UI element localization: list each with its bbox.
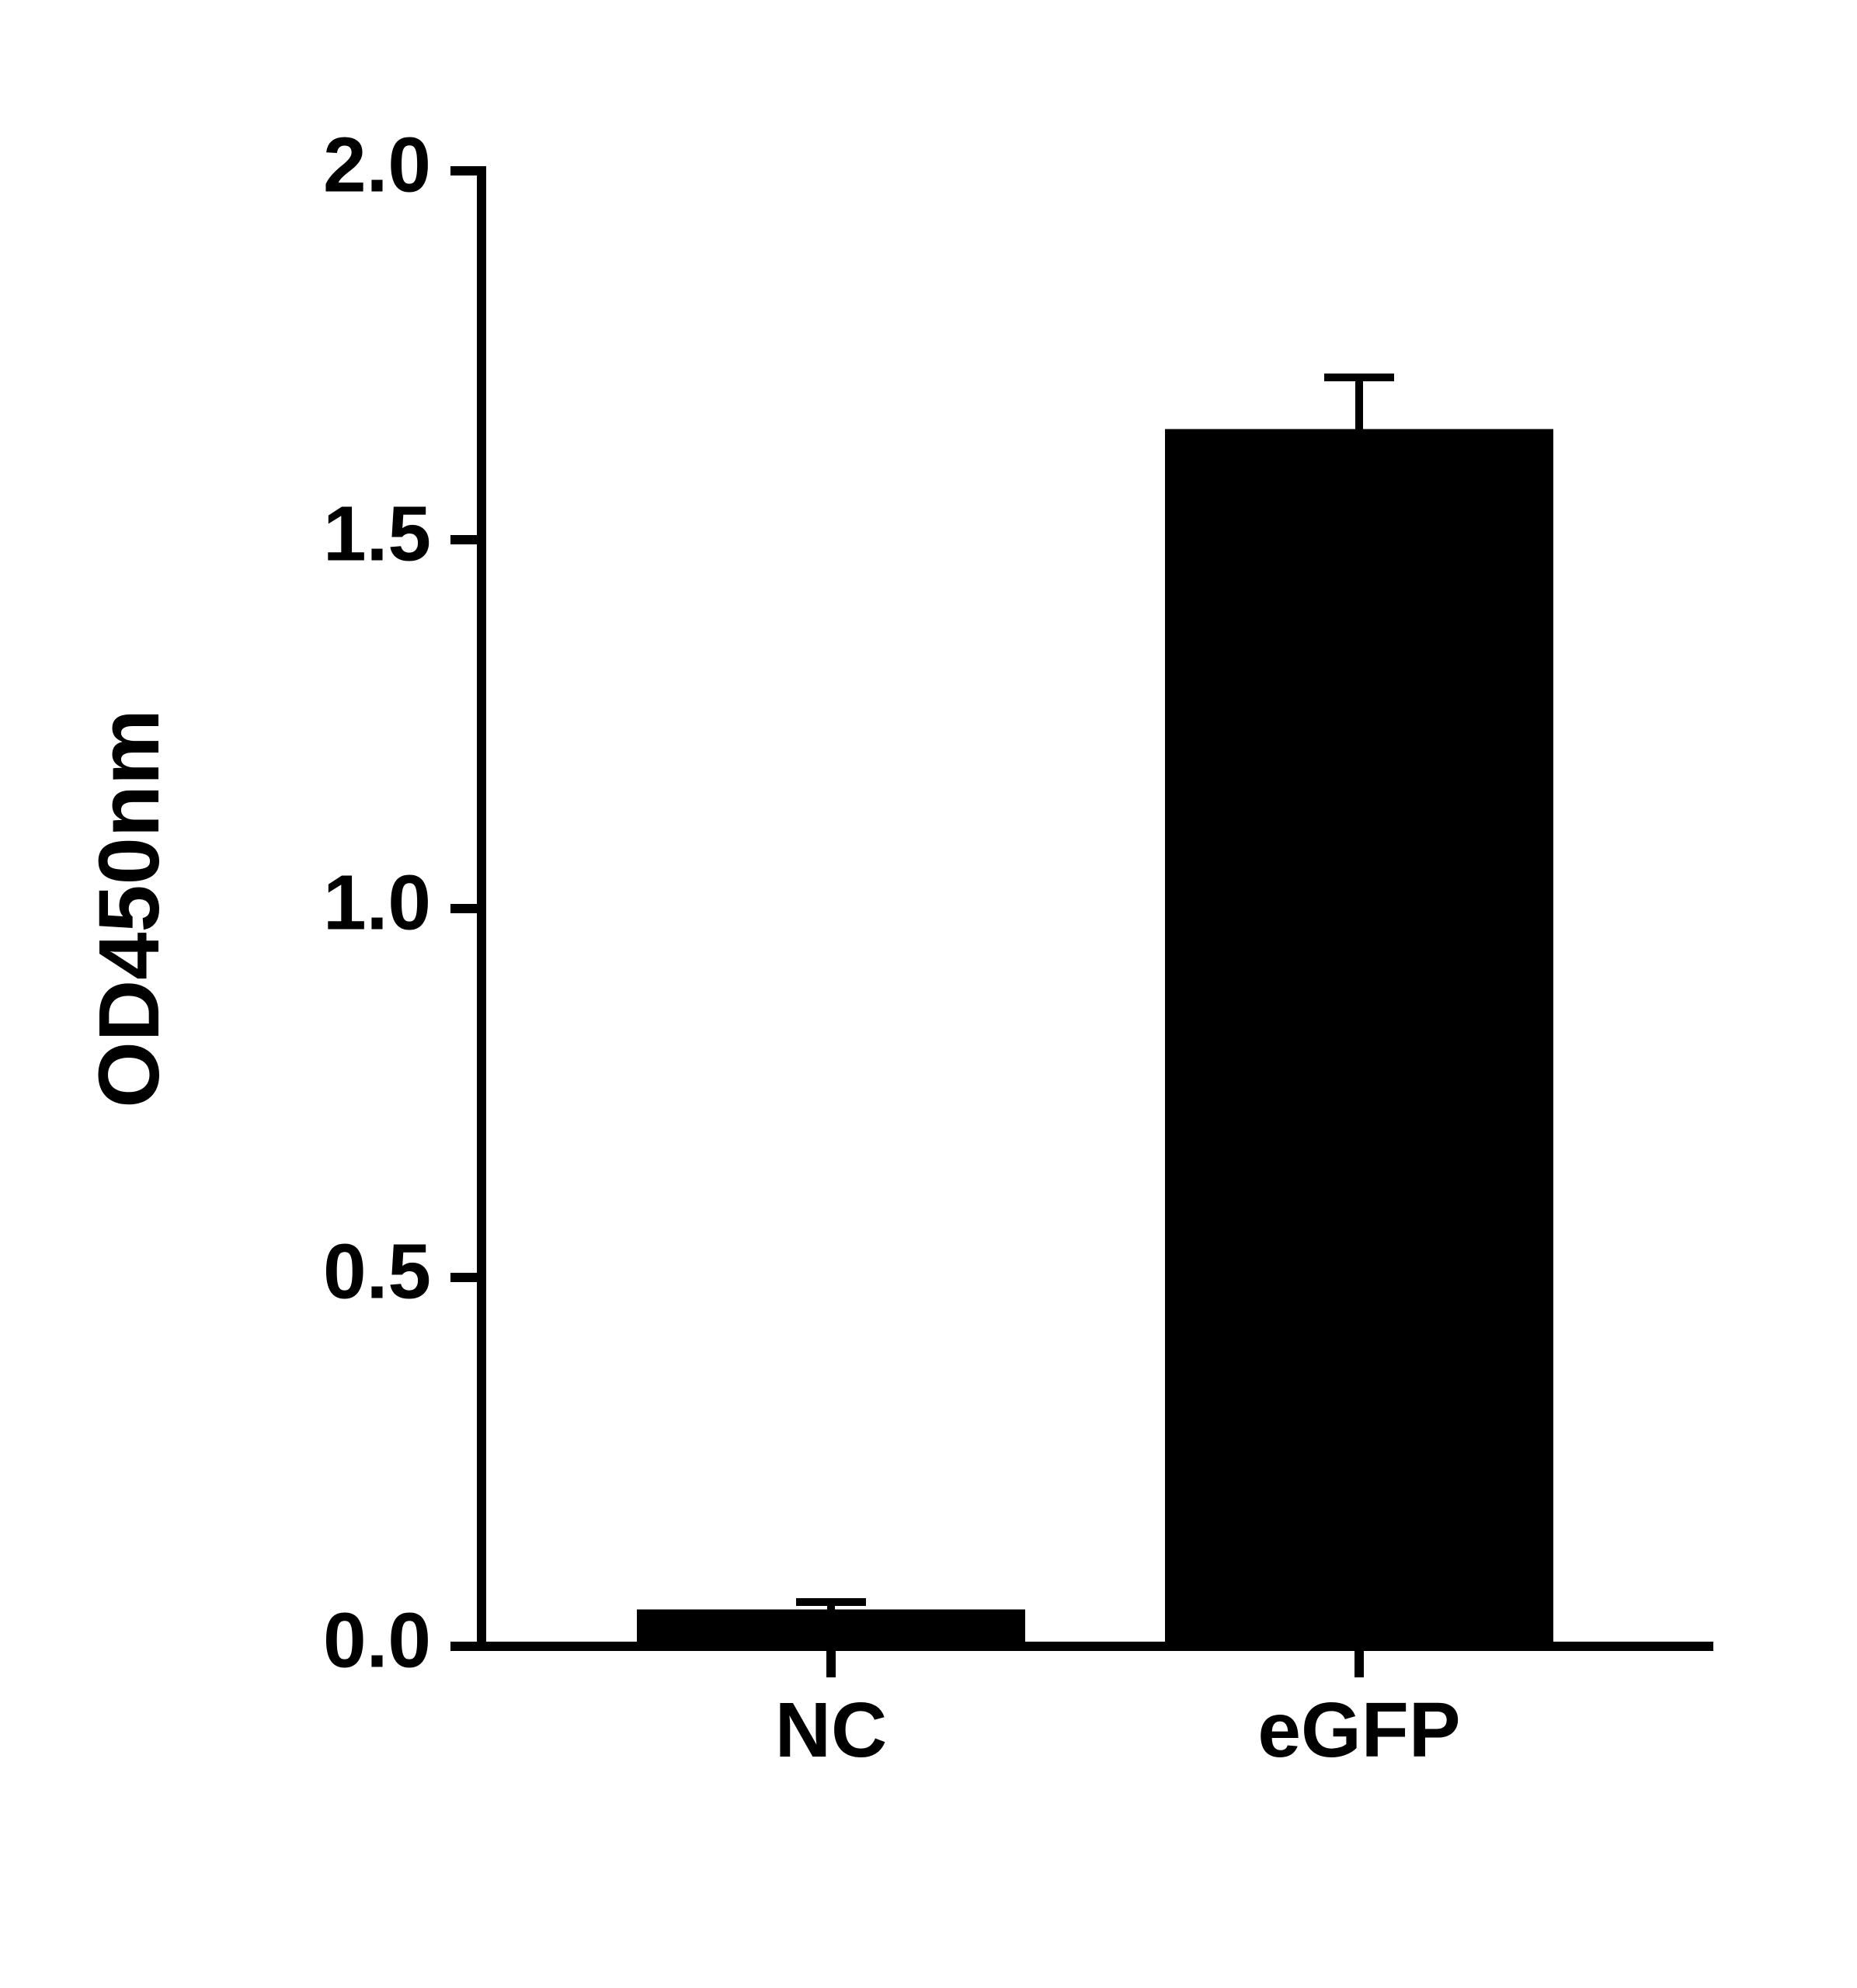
x-category-label: eGFP xyxy=(1257,1687,1460,1774)
x-category-label: NC xyxy=(775,1687,887,1774)
chart-bg xyxy=(0,0,1857,1988)
y-tick-label: 1.0 xyxy=(323,859,431,946)
y-tick-label: 1.5 xyxy=(323,490,431,577)
y-tick-label: 0.5 xyxy=(323,1228,431,1315)
bar-chart: 0.0 0.5 1.0 1.5 2.0 OD450nm NC eGFP xyxy=(0,0,1857,1988)
bar xyxy=(637,1610,1025,1647)
bar xyxy=(1165,429,1553,1647)
y-tick-label: 0.0 xyxy=(323,1597,431,1684)
chart-svg: 0.0 0.5 1.0 1.5 2.0 OD450nm NC eGFP xyxy=(0,0,1857,1988)
y-axis-label: OD450nm xyxy=(82,709,177,1108)
y-tick-label: 2.0 xyxy=(323,121,431,208)
